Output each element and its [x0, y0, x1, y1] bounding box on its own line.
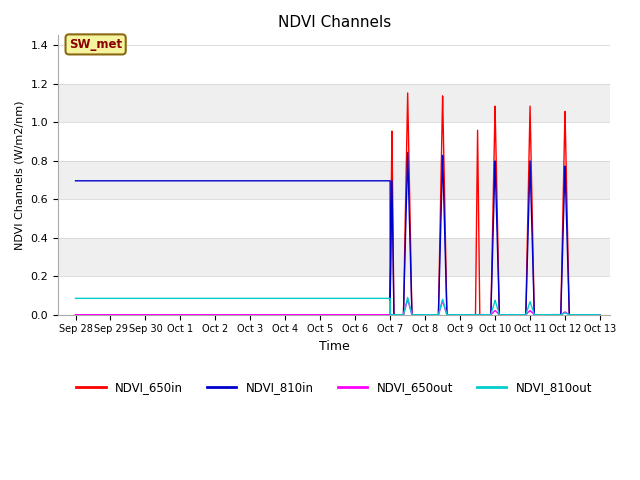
NDVI_810in [390, 312, 397, 318]
NDVI_810out [596, 312, 604, 318]
NDVI_810out [74, 296, 82, 301]
NDVI_810out [328, 296, 336, 301]
Line: NDVI_650out: NDVI_650out [76, 300, 600, 315]
NDVI_650in [74, 312, 82, 318]
NDVI_650out [596, 312, 604, 318]
NDVI_810out [387, 312, 394, 318]
NDVI_810out [175, 296, 182, 301]
NDVI_650out [328, 312, 336, 318]
NDVI_810out [404, 295, 412, 300]
NDVI_810out [568, 312, 576, 318]
Bar [58, 45, 611, 84]
Bar [58, 84, 611, 122]
X-axis label: Time: Time [319, 340, 349, 353]
NDVI_810out [72, 296, 79, 301]
NDVI_650out [568, 312, 576, 318]
NDVI_810in [103, 178, 111, 184]
NDVI_650out [72, 312, 79, 318]
NDVI_650in [72, 312, 79, 318]
Line: NDVI_650in: NDVI_650in [76, 93, 600, 315]
NDVI_650out [404, 297, 412, 302]
Title: NDVI Channels: NDVI Channels [278, 15, 391, 30]
NDVI_650in [328, 312, 336, 318]
NDVI_810in [596, 312, 604, 318]
Text: SW_met: SW_met [69, 38, 122, 51]
NDVI_810in [568, 312, 576, 318]
NDVI_650out [93, 312, 101, 318]
NDVI_810in [404, 150, 412, 156]
NDVI_650out [175, 312, 182, 318]
NDVI_810in [74, 178, 82, 184]
Y-axis label: NDVI Channels (W/m2/nm): NDVI Channels (W/m2/nm) [15, 100, 25, 250]
NDVI_650out [103, 312, 111, 318]
NDVI_810out [93, 296, 101, 301]
Bar [58, 199, 611, 238]
Line: NDVI_810in: NDVI_810in [76, 153, 600, 315]
NDVI_650in [568, 312, 576, 318]
NDVI_650in [103, 312, 111, 318]
NDVI_810in [328, 178, 336, 184]
Bar [58, 276, 611, 315]
NDVI_650out [74, 312, 82, 318]
NDVI_650in [93, 312, 101, 318]
NDVI_810in [72, 178, 79, 184]
NDVI_810in [93, 178, 101, 184]
Bar [58, 238, 611, 276]
NDVI_650in [596, 312, 604, 318]
Bar [58, 161, 611, 199]
Bar [58, 122, 611, 161]
Legend: NDVI_650in, NDVI_810in, NDVI_650out, NDVI_810out: NDVI_650in, NDVI_810in, NDVI_650out, NDV… [72, 376, 596, 399]
NDVI_650in [175, 312, 182, 318]
NDVI_810in [175, 178, 182, 184]
Line: NDVI_810out: NDVI_810out [76, 298, 600, 315]
NDVI_650in [404, 90, 412, 96]
NDVI_810out [103, 296, 111, 301]
